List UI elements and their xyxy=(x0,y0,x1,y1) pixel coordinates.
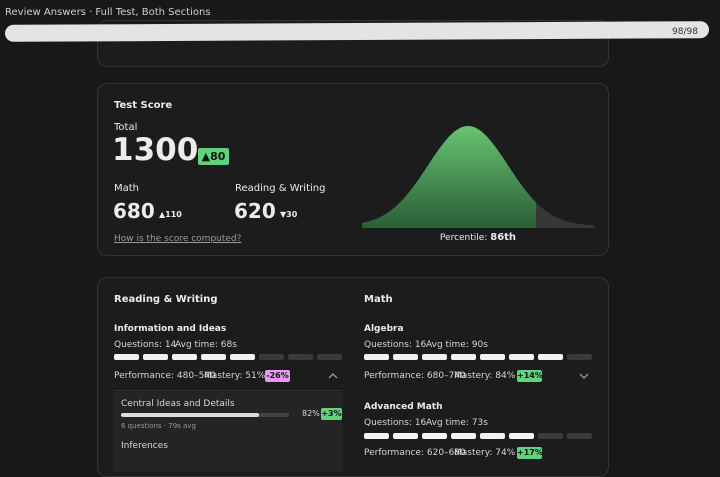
curve-rest xyxy=(536,202,594,228)
section-name: Reading & Writing xyxy=(235,183,326,194)
skill-segments xyxy=(114,354,342,360)
segment xyxy=(567,433,592,439)
expand-chevron[interactable] xyxy=(579,372,589,380)
skill-mastery: Mastery: 74% xyxy=(454,448,516,458)
segment xyxy=(201,354,226,360)
section-score: 620 xyxy=(234,199,276,223)
segment xyxy=(480,433,505,439)
skill-name: Information and Ideas xyxy=(114,324,227,334)
skill-questions: Questions: 16 xyxy=(364,340,427,350)
segment xyxy=(567,354,592,360)
skill-performance: Performance: 680–740 xyxy=(364,371,466,381)
progress-count: 98/98 xyxy=(672,27,698,37)
domain-title: Math xyxy=(364,294,393,305)
segment xyxy=(422,354,447,360)
segment xyxy=(393,433,418,439)
skill-performance: Performance: 620–680 xyxy=(364,448,466,458)
segment xyxy=(393,354,418,360)
page: {"header": {"title": "Review Answers · F… xyxy=(4,7,710,477)
segment xyxy=(288,354,313,360)
collapse-chevron[interactable] xyxy=(328,372,338,380)
percentile-curve xyxy=(362,126,594,228)
section-name: Math xyxy=(114,183,140,194)
skill-change: -26% xyxy=(265,370,290,382)
segment xyxy=(172,354,197,360)
skill-avg-time: Avg time: 90s xyxy=(426,340,488,350)
segment xyxy=(422,433,447,439)
subskill-track xyxy=(121,413,289,417)
skill-avg-time: Avg time: 68s xyxy=(175,340,237,350)
score-link[interactable]: How is the score computed? xyxy=(114,234,242,244)
segment xyxy=(451,433,476,439)
domain-title: Reading & Writing xyxy=(114,294,218,305)
skill-questions: Questions: 16 xyxy=(364,418,427,428)
segment xyxy=(364,354,389,360)
total-change: ▲80 xyxy=(198,148,229,165)
skill-questions: Questions: 14 xyxy=(114,340,177,350)
section-score: 680 xyxy=(113,199,155,223)
subskill-change: +3% xyxy=(321,408,342,420)
skill-segments xyxy=(364,354,592,360)
percentile: Percentile: 86th xyxy=(362,232,594,244)
total-score: 1300 xyxy=(112,132,199,168)
subskill-mastery: 82% xyxy=(302,409,320,418)
divider xyxy=(114,390,342,391)
curve-fill xyxy=(362,126,536,228)
skill-change: +17% xyxy=(517,447,543,459)
segment xyxy=(259,354,284,360)
total-label: Total xyxy=(114,122,138,133)
segment xyxy=(509,354,534,360)
skill-name: Advanced Math xyxy=(364,402,443,412)
skill-avg-time: Avg time: 73s xyxy=(426,418,488,428)
segment xyxy=(317,354,342,360)
segment xyxy=(538,433,563,439)
segment xyxy=(538,354,563,360)
segment xyxy=(451,354,476,360)
subskill-name: Inferences xyxy=(121,441,168,451)
subskill-name: Central Ideas and Details xyxy=(121,399,235,409)
segment xyxy=(509,433,534,439)
skill-segments xyxy=(364,433,592,439)
card-title: Test Score xyxy=(114,100,173,111)
header-title: Review Answers · Full Test, Both Section… xyxy=(5,7,211,18)
section-change: ▲110 xyxy=(159,210,182,219)
section-change: ▼30 xyxy=(280,210,298,219)
subskill-bar xyxy=(121,413,259,417)
segment xyxy=(143,354,168,360)
percentile-value: 86th xyxy=(490,232,517,243)
skill-name: Algebra xyxy=(364,324,404,334)
skill-mastery: Mastery: 84% xyxy=(454,371,516,381)
subskill-meta: 6 questions · 79s avg xyxy=(121,422,196,430)
segment xyxy=(480,354,505,360)
segment xyxy=(230,354,255,360)
segment xyxy=(114,354,139,360)
segment xyxy=(364,433,389,439)
percentile-label: Percentile: xyxy=(439,233,488,243)
skill-performance: Performance: 480–540 xyxy=(114,371,216,381)
skill-change: +14% xyxy=(517,370,543,382)
skill-mastery: Mastery: 51% xyxy=(204,371,266,381)
